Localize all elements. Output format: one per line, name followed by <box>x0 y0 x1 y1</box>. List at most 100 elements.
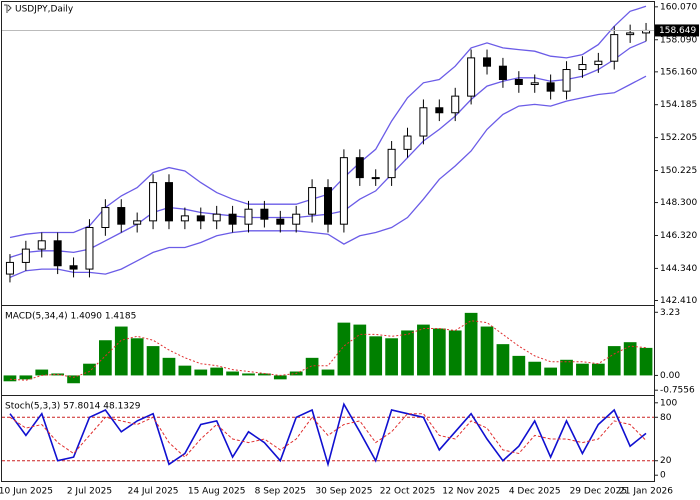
candle-body <box>85 227 94 270</box>
y-tick-label: 154.185 <box>660 100 697 110</box>
x-tick-label: 4 Dec 2025 <box>509 487 561 497</box>
candle-body <box>578 64 587 71</box>
candle-body <box>149 182 158 222</box>
candle-body <box>292 213 301 225</box>
candle-body <box>435 107 444 114</box>
histogram-bar <box>3 375 17 382</box>
stoch-line <box>9 402 647 468</box>
x-tick-label: 24 Jul 2025 <box>128 487 179 497</box>
histogram-bar <box>273 375 287 380</box>
histogram-bar <box>178 365 192 376</box>
histogram-bar <box>130 338 144 376</box>
chart-title: USDJPY,Daily <box>15 5 74 15</box>
candle-body <box>101 207 110 229</box>
histogram-bar <box>162 357 176 376</box>
histogram-bar <box>305 357 319 376</box>
candle-body <box>21 248 30 263</box>
candle-body <box>117 207 126 225</box>
panel-title: Stoch(5,3,3) 57.8014 48.1329 <box>5 402 141 412</box>
candle-body <box>53 240 62 267</box>
candle-body <box>387 148 396 179</box>
candle-body <box>324 187 332 225</box>
histogram-bar <box>35 369 49 376</box>
x-tick-label: 30 Sep 2025 <box>315 487 372 497</box>
y-tick-label: 148.300 <box>660 198 697 208</box>
histogram-bar <box>417 324 430 376</box>
x-tick-label: 12 Nov 2025 <box>442 487 500 497</box>
candle-body <box>467 57 476 97</box>
candle-body <box>355 157 364 179</box>
x-tick-label: 10 Jun 2025 <box>0 487 53 497</box>
candle-body <box>419 107 428 137</box>
histogram-bar <box>114 326 128 376</box>
y-tick-label: 100 <box>660 398 677 408</box>
y-tick-label: 142.410 <box>660 296 697 306</box>
histogram-bar <box>480 326 494 376</box>
histogram-bar <box>512 355 526 376</box>
y-tick-label: 156.160 <box>660 67 697 77</box>
histogram-bar <box>464 312 478 376</box>
histogram-bar <box>83 363 96 376</box>
histogram-bar <box>591 363 605 376</box>
candle-body <box>276 218 285 225</box>
y-tick-label: 152.205 <box>660 133 697 143</box>
candle-body <box>594 60 603 66</box>
candle-body <box>483 57 492 67</box>
y-tick-label: 80 <box>660 413 672 423</box>
histogram-bar <box>67 375 80 384</box>
histogram-bar <box>194 369 208 376</box>
candle-body <box>260 208 269 220</box>
histogram-bar <box>210 367 224 376</box>
frame <box>1 1 655 482</box>
histogram-bar <box>528 361 542 376</box>
y-tick-label: 0.00 <box>660 371 680 381</box>
histogram-bar <box>321 369 335 376</box>
histogram-bar <box>337 322 351 376</box>
symbol-icon <box>4 4 12 13</box>
histogram-bar <box>99 340 112 376</box>
x-tick-label: 29 Dec 2025 <box>570 487 628 497</box>
y-tick-label: 146.320 <box>660 231 697 241</box>
panel-title: MACD(5,34,4) 1.4090 1.4185 <box>5 312 136 322</box>
candle-body <box>514 78 523 85</box>
candle-body <box>133 220 142 225</box>
histogram-bar <box>146 346 160 376</box>
last-price-box <box>655 24 699 37</box>
candle-body <box>626 32 635 36</box>
histogram-bar <box>226 371 239 376</box>
histogram-bar <box>639 347 653 376</box>
candle-body <box>212 213 221 222</box>
candle-body <box>498 65 507 80</box>
candle-body <box>180 215 189 222</box>
candle-body <box>562 69 571 92</box>
x-tick-label: 8 Sep 2025 <box>255 487 306 497</box>
candle-body <box>451 95 460 114</box>
histogram-bar <box>448 330 462 376</box>
y-tick-label: 3.23 <box>660 308 680 318</box>
y-tick-label: 150.225 <box>660 166 697 176</box>
histogram-bar <box>258 373 271 376</box>
candle-body <box>37 240 46 250</box>
candle-body <box>530 82 539 85</box>
candle-body <box>339 157 348 225</box>
y-tick-label: -0.7556 <box>660 386 695 396</box>
histogram-bar <box>369 336 383 376</box>
y-tick-label: 160.070 <box>660 2 697 12</box>
y-tick-label: 144.340 <box>660 264 697 274</box>
y-tick-label: 0 <box>660 471 666 481</box>
x-tick-label: 22 Oct 2025 <box>380 487 436 497</box>
candle-body <box>244 208 253 225</box>
candle-body <box>403 135 412 150</box>
histogram-bar <box>607 346 621 376</box>
bollinger-lower <box>9 75 647 278</box>
y-tick-label: 158.090 <box>660 35 697 45</box>
stoch-line <box>9 413 647 458</box>
histogram-bar <box>242 373 255 376</box>
histogram-bar <box>401 330 414 376</box>
histogram-bar <box>353 324 367 376</box>
last-price-label: 158.649 <box>659 26 696 36</box>
histogram-bar <box>385 338 398 376</box>
candle-body <box>610 34 619 62</box>
histogram-bar <box>19 375 33 380</box>
